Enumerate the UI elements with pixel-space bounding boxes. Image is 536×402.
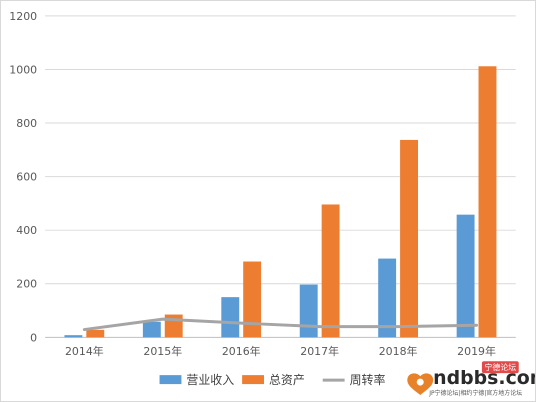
bar-revenue [64,335,83,338]
y-tick-label: 600 [16,171,37,184]
x-tick-label: 2015年 [143,344,182,358]
y-tick-label: 800 [16,117,37,130]
x-tick-label: 2018年 [379,344,418,358]
bar-revenue [378,258,397,338]
y-tick-label: 0 [30,331,37,344]
bar-revenue [142,321,161,338]
watermark-badge-bg [481,361,519,374]
bar-assets [321,204,340,338]
watermark-badge: 宁德论坛 [484,362,516,372]
bar-revenue [299,284,318,338]
bars [64,66,497,338]
legend-swatch [242,375,265,385]
y-axis-ticks: 0 200 400 600 800 1000 1200 [9,10,37,344]
y-tick-label: 200 [16,278,37,291]
legend-label: 营业收入 [186,373,234,387]
legend-swatch [159,375,182,385]
line-turnover [82,317,479,332]
y-tick-label: 1200 [9,10,37,23]
bar-revenue [456,214,475,338]
x-tick-label: 2017年 [300,344,339,358]
heart-icon [407,373,434,396]
gridlines [45,15,516,338]
watermark-tagline: JP宁德论坛|相约宁德|官方地方论坛 [428,389,522,397]
legend-label: 周转率 [350,372,386,387]
watermark: ndbbs.com 宁德论坛 JP宁德论坛|相约宁德|官方地方论坛 [407,361,535,397]
legend: 营业收入 总资产 周转率 [159,372,386,387]
y-tick-label: 400 [16,224,37,237]
bar-assets [400,139,418,338]
x-tick-label: 2016年 [222,344,261,358]
x-axis-ticks: 2014年 2015年 2016年 2017年 2018年 2019年 [65,344,496,358]
bar-assets [86,329,105,338]
bar-revenue [221,297,240,338]
x-tick-label: 2014年 [65,344,104,358]
line-series [82,317,479,332]
x-tick-label: 2019年 [457,344,496,358]
y-tick-label: 1000 [9,63,37,76]
legend-label: 总资产 [269,373,305,387]
bar-assets [243,261,262,338]
bar-assets [478,66,497,338]
